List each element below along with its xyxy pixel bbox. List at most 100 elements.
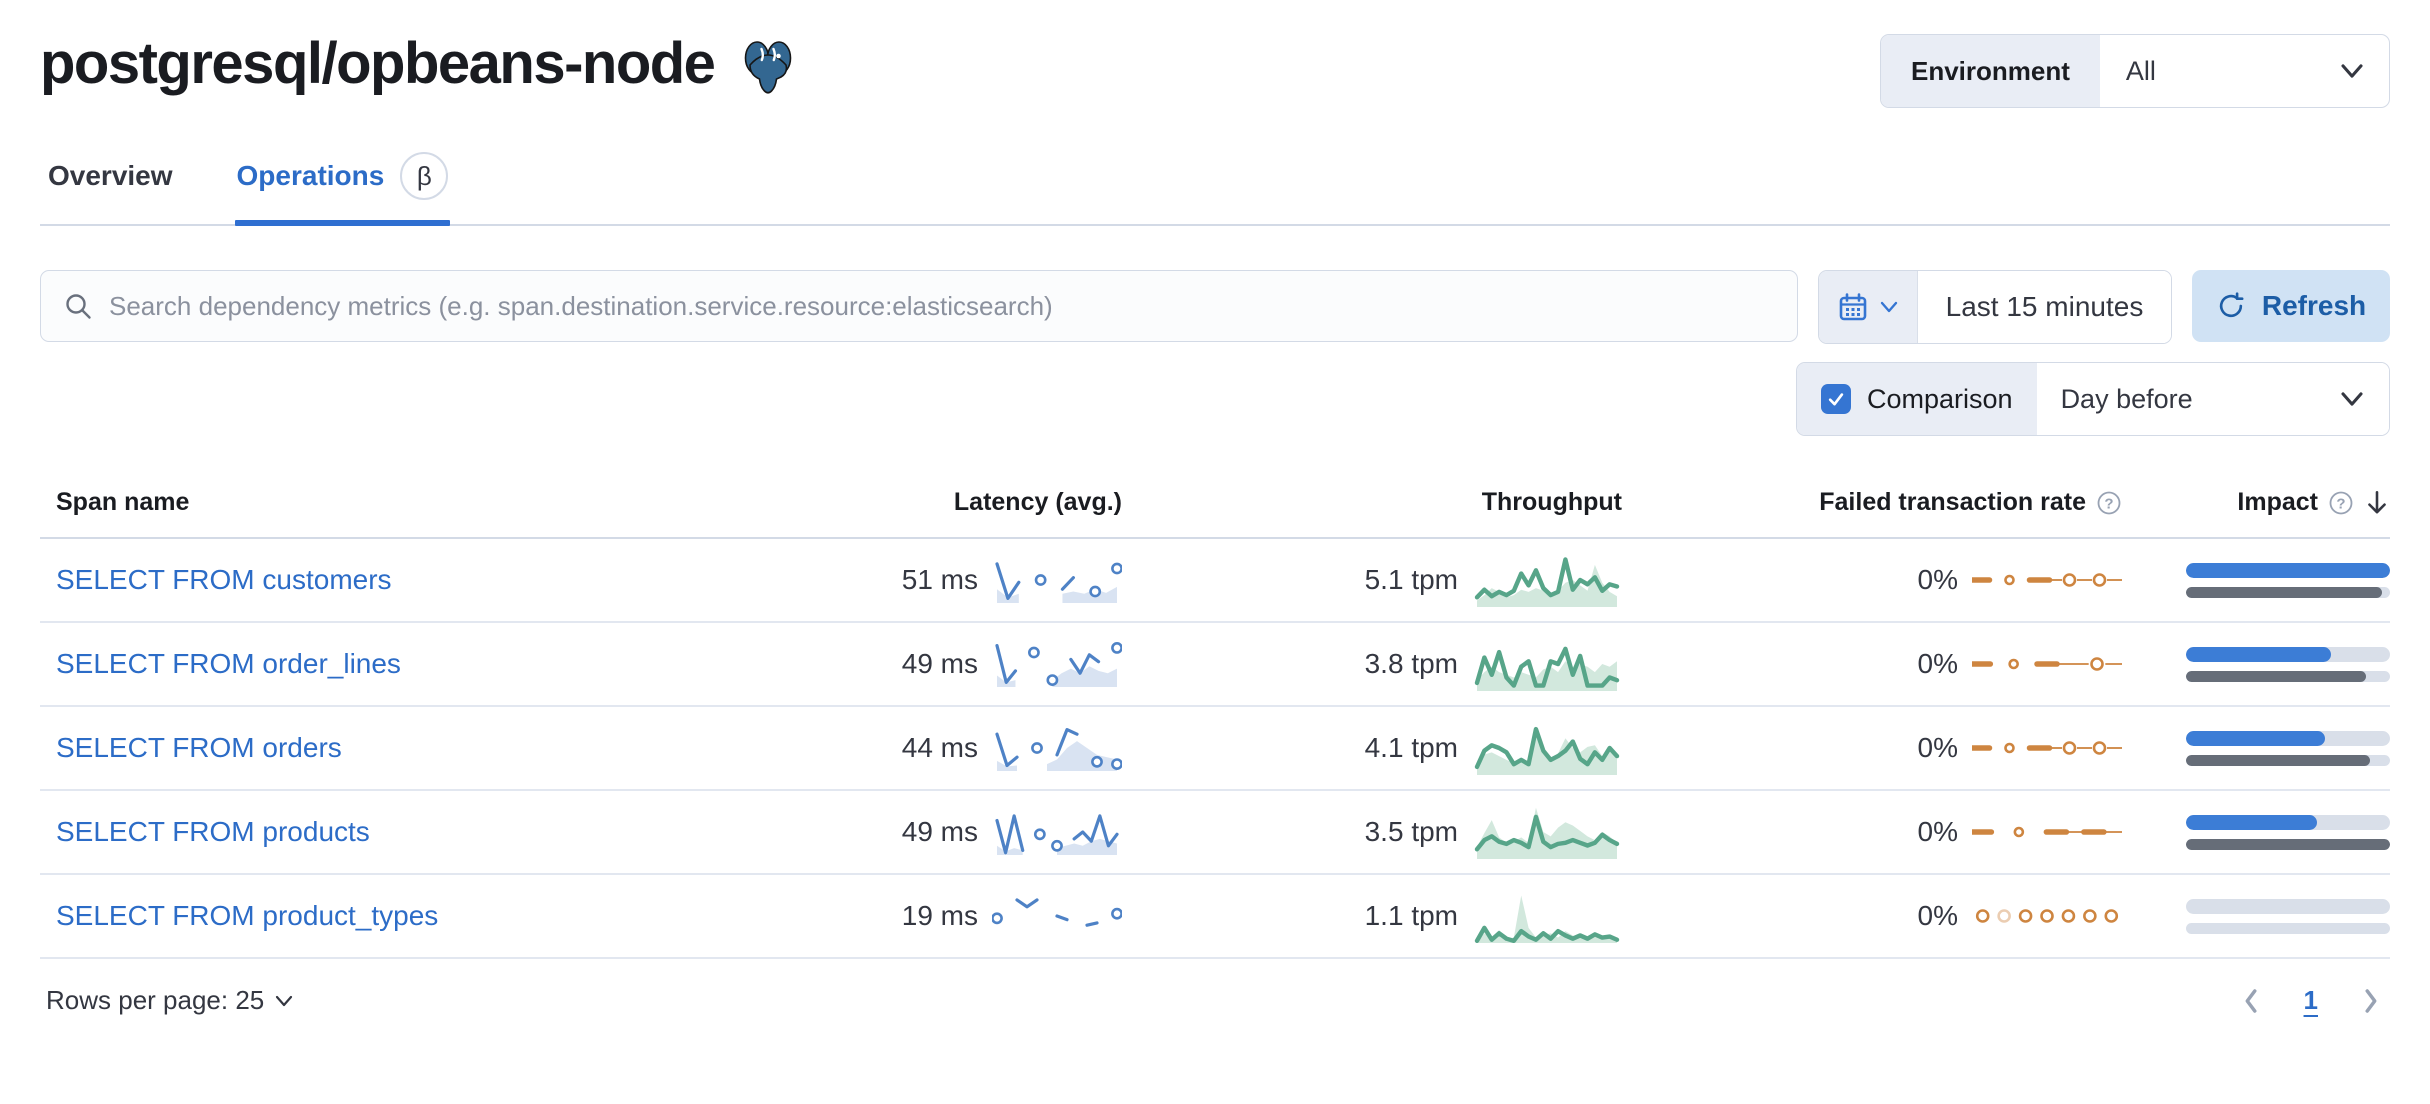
table-row: SELECT FROM product_types 19 ms 1.1 tpm …	[40, 875, 2390, 959]
span-name-link[interactable]: SELECT FROM products	[56, 816, 370, 847]
time-range-button[interactable]: Last 15 minutes	[1918, 271, 2171, 343]
impact-bar-previous	[2186, 670, 2366, 682]
failed-rate-sparkline	[1972, 826, 2122, 838]
refresh-button[interactable]: Refresh	[2192, 270, 2390, 342]
sort-descending-icon	[2368, 490, 2386, 513]
table-row: SELECT FROM products 49 ms 3.5 tpm 0%	[40, 791, 2390, 875]
calendar-icon	[1839, 293, 1867, 321]
tab-overview[interactable]: Overview	[48, 160, 173, 191]
comparison-control: Comparison Day before	[1796, 362, 2390, 436]
column-header-latency[interactable]: Latency (avg.)	[953, 488, 1122, 516]
column-header-impact[interactable]: Impact ?	[2122, 488, 2390, 517]
help-icon[interactable]: ?	[2328, 490, 2354, 516]
comparison-row: Comparison Day before	[40, 362, 2390, 436]
page-number-1[interactable]: 1	[2303, 985, 2318, 1015]
impact-bar-previous	[2186, 754, 2370, 766]
pagination: 1	[2238, 985, 2384, 1016]
table-footer: Rows per page: 25 1	[40, 985, 2390, 1016]
throughput-value: 3.8 tpm	[1364, 648, 1458, 679]
check-icon	[1828, 393, 1844, 406]
latency-value: 51 ms	[901, 564, 978, 595]
span-name-link[interactable]: SELECT FROM customers	[56, 564, 392, 595]
date-picker: Last 15 minutes	[1818, 270, 2172, 344]
column-header-failed-rate[interactable]: Failed transaction rate ?	[1622, 488, 2122, 517]
impact-bars	[2186, 730, 2390, 766]
impact-bars	[2186, 814, 2390, 850]
chevron-down-icon	[2339, 35, 2389, 107]
toolbar: Last 15 minutes Refresh	[40, 270, 2390, 344]
table-row: SELECT FROM orders 44 ms 4.1 tpm 0%	[40, 707, 2390, 791]
tab-bar: Overview Operations β	[40, 138, 2390, 226]
throughput-value: 4.1 tpm	[1364, 732, 1458, 763]
impact-bars	[2186, 646, 2390, 682]
environment-value: All	[2125, 55, 2156, 86]
throughput-sparkline	[1474, 807, 1620, 859]
latency-sparkline	[995, 642, 1122, 687]
previous-page-button[interactable]	[2238, 986, 2264, 1016]
span-name-link[interactable]: SELECT FROM orders	[56, 732, 342, 763]
operations-table: Span name Latency (avg.) Throughput Fail…	[40, 488, 2390, 959]
latency-value: 19 ms	[901, 900, 978, 931]
rows-per-page-button[interactable]: Rows per page: 25	[46, 985, 294, 1016]
failed-rate-value: 0%	[1917, 564, 1958, 595]
column-header-throughput[interactable]: Throughput	[1481, 488, 1622, 516]
impact-bars	[2186, 562, 2390, 598]
environment-select[interactable]: Environment All	[1880, 34, 2390, 108]
impact-bar-previous	[2186, 838, 2390, 850]
latency-sparkline	[995, 728, 1122, 771]
tab-operations[interactable]: Operations β	[234, 138, 451, 226]
table-body: SELECT FROM customers 51 ms 5.1 tpm 0% S…	[40, 539, 2390, 959]
refresh-icon	[2219, 292, 2244, 318]
column-header-span-name[interactable]: Span name	[56, 488, 190, 516]
beta-badge: β	[400, 152, 449, 200]
failed-rate-sparkline	[1972, 573, 2122, 587]
page-header: postgresql/opbeans-node Environment All	[40, 0, 2390, 108]
impact-bar-current	[2186, 730, 2325, 746]
chevron-down-icon	[276, 995, 293, 1006]
latency-value: 49 ms	[901, 648, 978, 679]
throughput-value: 5.1 tpm	[1364, 564, 1458, 595]
latency-value: 49 ms	[901, 816, 978, 847]
chevron-down-icon	[2341, 392, 2363, 406]
failed-rate-value: 0%	[1917, 900, 1958, 931]
impact-bars	[2186, 898, 2390, 934]
postgresql-icon	[745, 41, 792, 94]
table-header: Span name Latency (avg.) Throughput Fail…	[40, 488, 2390, 539]
comparison-toggle: Comparison	[1797, 363, 2037, 435]
failed-rate-sparkline	[1972, 741, 2122, 755]
throughput-sparkline	[1474, 646, 1620, 691]
latency-sparkline	[992, 898, 1122, 927]
table-row: SELECT FROM customers 51 ms 5.1 tpm 0%	[40, 539, 2390, 623]
failed-rate-value: 0%	[1917, 648, 1958, 679]
dependency-operations-page: postgresql/opbeans-node Environment All	[40, 0, 2390, 1016]
throughput-sparkline	[1474, 557, 1620, 607]
next-page-button[interactable]	[2358, 986, 2384, 1016]
search-input[interactable]	[107, 289, 1775, 323]
failed-rate-sparkline	[1972, 657, 2122, 671]
page-title: postgresql/opbeans-node	[40, 31, 716, 96]
throughput-value: 1.1 tpm	[1364, 900, 1458, 931]
span-name-link[interactable]: SELECT FROM order_lines	[56, 648, 401, 679]
date-quick-select-button[interactable]	[1819, 271, 1918, 343]
svg-text:?: ?	[2104, 495, 2113, 512]
help-icon[interactable]: ?	[2096, 490, 2122, 516]
impact-bar-previous	[2186, 586, 2382, 598]
search-box	[40, 270, 1798, 342]
comparison-checkbox[interactable]	[1821, 384, 1851, 414]
throughput-sparkline	[1474, 726, 1620, 775]
latency-sparkline	[995, 814, 1119, 855]
impact-bar-current	[2186, 814, 2317, 830]
svg-text:?: ?	[2336, 495, 2345, 512]
failed-rate-value: 0%	[1917, 816, 1958, 847]
search-icon	[63, 291, 93, 321]
table-row: SELECT FROM order_lines 49 ms 3.8 tpm 0%	[40, 623, 2390, 707]
comparison-select[interactable]: Day before	[2036, 363, 2389, 435]
latency-value: 44 ms	[901, 732, 978, 763]
impact-bar-current	[2186, 562, 2390, 578]
comparison-label: Comparison	[1867, 383, 2013, 414]
throughput-value: 3.5 tpm	[1364, 816, 1458, 847]
impact-bar-current	[2186, 646, 2331, 662]
failed-rate-sparkline	[1975, 909, 2119, 923]
span-name-link[interactable]: SELECT FROM product_types	[56, 900, 439, 931]
failed-rate-value: 0%	[1917, 732, 1958, 763]
